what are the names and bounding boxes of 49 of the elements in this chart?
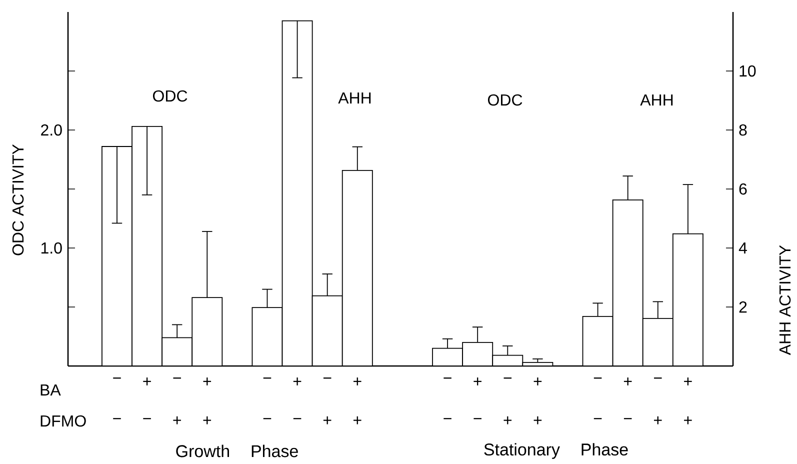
text: − (263, 418, 272, 420)
y-tick-label: 1.0 (41, 242, 62, 254)
y-tick-label: 2.0 (41, 124, 62, 136)
x-tick-label: + (684, 378, 692, 386)
x-tick-label: + (143, 378, 151, 386)
text: + (203, 416, 212, 424)
text: − (293, 418, 302, 420)
x-tick-label: − (263, 378, 272, 379)
x-tick-label: − (444, 378, 452, 379)
x-tick-label: − (323, 378, 332, 379)
text: − (113, 418, 121, 420)
x-tick-label: − (654, 378, 662, 379)
text: + (534, 416, 542, 424)
text: DFMO (40, 415, 86, 427)
text: Growth Phase (176, 444, 298, 458)
y2-tick-label: 8 (739, 124, 747, 136)
annotation: AHH (338, 92, 371, 104)
y2-tick-label: 6 (739, 183, 747, 195)
x-tick-label: + (293, 378, 302, 386)
annotation: ODC (152, 90, 188, 102)
annotation: AHH (640, 94, 673, 106)
x-tick-label: − (594, 378, 602, 379)
text: − (624, 418, 632, 420)
x-tick-label: + (474, 378, 482, 386)
x-tick-label: + (353, 378, 362, 386)
text: BA (40, 384, 61, 396)
text: + (323, 416, 332, 424)
x-tick-label: + (534, 378, 542, 386)
x-tick-label: + (624, 378, 632, 386)
x-tick-label: − (504, 378, 512, 379)
x-tick-label: + (203, 378, 212, 386)
x-tick-label: − (113, 378, 121, 379)
y2-tick-label: 4 (738, 242, 747, 254)
text: − (143, 418, 151, 420)
text: + (684, 416, 692, 424)
text: + (654, 416, 662, 424)
text: + (173, 416, 181, 424)
x-tick-label: − (173, 378, 181, 379)
text: Stationary Phase (484, 443, 628, 459)
text: + (504, 416, 512, 424)
text: − (594, 418, 602, 420)
y2-axis-title: AHH ACTIVITY (779, 245, 791, 356)
y-axis-title: ODC ACTIVITY (12, 144, 24, 256)
text: + (353, 416, 362, 424)
text: − (444, 418, 452, 420)
y2-tick-label: 10 (740, 65, 756, 77)
annotation: ODC (488, 94, 522, 106)
text: − (474, 418, 482, 420)
y2-tick-label: 2 (739, 301, 747, 313)
